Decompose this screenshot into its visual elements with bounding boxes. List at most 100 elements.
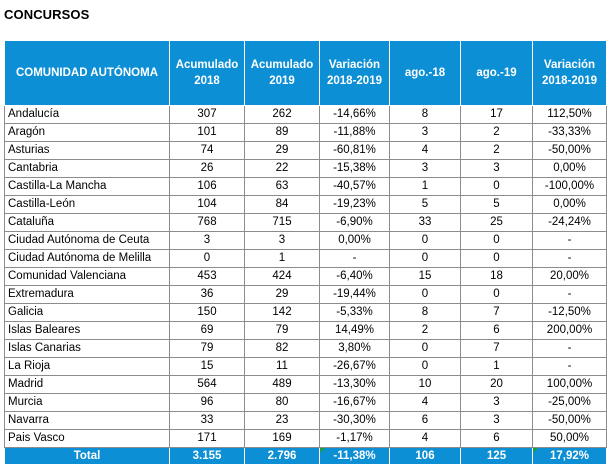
table-row: Murcia 96 80 -16,67% 4 3 -25,00% [4,393,607,412]
row-ago-19: 7 [460,303,533,322]
row-variacion-agosto: - [532,285,607,304]
row-comunidad: Cataluña [4,213,170,232]
row-variacion-agosto: -12,50% [532,303,607,322]
row-acumulado-2018: 101 [169,123,245,142]
column-header-comunidad: COMUNIDAD AUTÓNOMA [4,40,170,106]
row-acumulado-2019: 489 [244,375,320,394]
table-row: Cataluña 768 715 -6,90% 33 25 -24,24% [4,213,607,232]
row-comunidad: Islas Baleares [4,321,170,340]
table-row: Andalucía 307 262 -14,66% 8 17 112,50% [4,105,607,124]
row-comunidad: Castilla-La Mancha [4,177,170,196]
row-variacion-agosto: -100,00% [532,177,607,196]
row-variacion-acumulado: -13,30% [319,375,390,394]
column-header-acumulado-2019: Acumulado 2019 [244,40,320,106]
row-variacion-acumulado: -6,40% [319,267,390,286]
row-variacion-agosto: -25,00% [532,393,607,412]
row-ago-19: 2 [460,141,533,160]
row-acumulado-2018: 768 [169,213,245,232]
row-variacion-agosto: - [532,249,607,268]
row-variacion-agosto: 100,00% [532,375,607,394]
row-ago-19: 7 [460,339,533,358]
row-ago-19: 20 [460,375,533,394]
page-title: CONCURSOS [4,7,90,22]
row-variacion-agosto: 112,50% [532,105,607,124]
column-header-variacion-agosto: Variación 2018-2019 [532,40,607,106]
row-ago-19: 17 [460,105,533,124]
row-comunidad: Murcia [4,393,170,412]
table-row: Aragón 101 89 -11,88% 3 2 -33,33% [4,123,607,142]
row-variacion-agosto: -50,00% [532,141,607,160]
row-variacion-acumulado: -40,57% [319,177,390,196]
column-header-ago-19: ago.-19 [460,40,533,106]
row-ago-19: 6 [460,321,533,340]
table-row: Madrid 564 489 -13,30% 10 20 100,00% [4,375,607,394]
row-comunidad: Extremadura [4,285,170,304]
row-acumulado-2019: 3 [244,231,320,250]
row-variacion-acumulado: -15,38% [319,159,390,178]
table-row: Ciudad Autónoma de Ceuta 3 3 0,00% 0 0- [4,231,607,250]
row-acumulado-2018: 79 [169,339,245,358]
row-variacion-agosto: - [532,231,607,250]
row-ago-19: 6 [460,429,533,448]
row-ago-18: 6 [389,411,461,430]
row-comunidad: Cantabria [4,159,170,178]
row-ago-19: 0 [460,231,533,250]
table-row: Islas Baleares 69 79 14,49% 2 6 200,00% [4,321,607,340]
row-acumulado-2018: 96 [169,393,245,412]
row-ago-18: 4 [389,429,461,448]
total-variacion-agosto: 17,92% [532,447,607,465]
row-acumulado-2019: 262 [244,105,320,124]
row-variacion-acumulado: -14,66% [319,105,390,124]
row-acumulado-2019: 89 [244,123,320,142]
row-ago-18: 15 [389,267,461,286]
row-comunidad: Ciudad Autónoma de Melilla [4,249,170,268]
row-acumulado-2019: 142 [244,303,320,322]
row-acumulado-2019: 63 [244,177,320,196]
row-variacion-acumulado: -19,44% [319,285,390,304]
row-ago-18: 4 [389,393,461,412]
row-comunidad: Islas Canarias [4,339,170,358]
row-variacion-acumulado: -26,67% [319,357,390,376]
row-ago-18: 10 [389,375,461,394]
row-comunidad: Castilla-León [4,195,170,214]
row-variacion-acumulado: -11,88% [319,123,390,142]
row-ago-19: 0 [460,249,533,268]
row-variacion-agosto: 0,00% [532,159,607,178]
row-ago-19: 1 [460,357,533,376]
column-header-acumulado-2018: Acumulado 2018 [169,40,245,106]
row-variacion-agosto: 200,00% [532,321,607,340]
row-comunidad: Ciudad Autónoma de Ceuta [4,231,170,250]
total-acumulado-2019: 2.796 [244,447,320,465]
row-variacion-agosto: 0,00% [532,195,607,214]
row-ago-19: 5 [460,195,533,214]
row-ago-18: 0 [389,357,461,376]
table-row: Islas Canarias 79 82 3,80% 0 7- [4,339,607,358]
table-row: Asturias 74 29 -60,81% 4 2 -50,00% [4,141,607,160]
table-row: Pais Vasco 171 169 -1,17% 4 6 50,00% [4,429,607,448]
row-variacion-agosto: -50,00% [532,411,607,430]
row-ago-18: 3 [389,159,461,178]
total-ago-19: 125 [460,447,533,465]
row-comunidad: Asturias [4,141,170,160]
row-ago-18: 0 [389,249,461,268]
row-ago-18: 0 [389,285,461,304]
row-acumulado-2018: 564 [169,375,245,394]
row-ago-18: 0 [389,231,461,250]
row-ago-18: 5 [389,195,461,214]
column-header-variacion-acumulado: Variación 2018-2019 [319,40,390,106]
row-comunidad: La Rioja [4,357,170,376]
row-acumulado-2019: 715 [244,213,320,232]
row-comunidad: Comunidad Valenciana [4,267,170,286]
row-ago-18: 4 [389,141,461,160]
row-comunidad: Navarra [4,411,170,430]
row-variacion-acumulado: - [319,249,390,268]
row-variacion-acumulado: 14,49% [319,321,390,340]
row-acumulado-2018: 106 [169,177,245,196]
row-ago-18: 3 [389,123,461,142]
row-variacion-acumulado: -6,90% [319,213,390,232]
table-row: Castilla-La Mancha 106 63 -40,57% 1 0 -100,00% [4,177,607,196]
table-row: Comunidad Valenciana 453 424 -6,40% 15 18 20,0… [4,267,607,286]
table-row: Galicia 150 142 -5,33% 8 7 -12,50% [4,303,607,322]
row-variacion-agosto: 50,00% [532,429,607,448]
row-acumulado-2018: 150 [169,303,245,322]
